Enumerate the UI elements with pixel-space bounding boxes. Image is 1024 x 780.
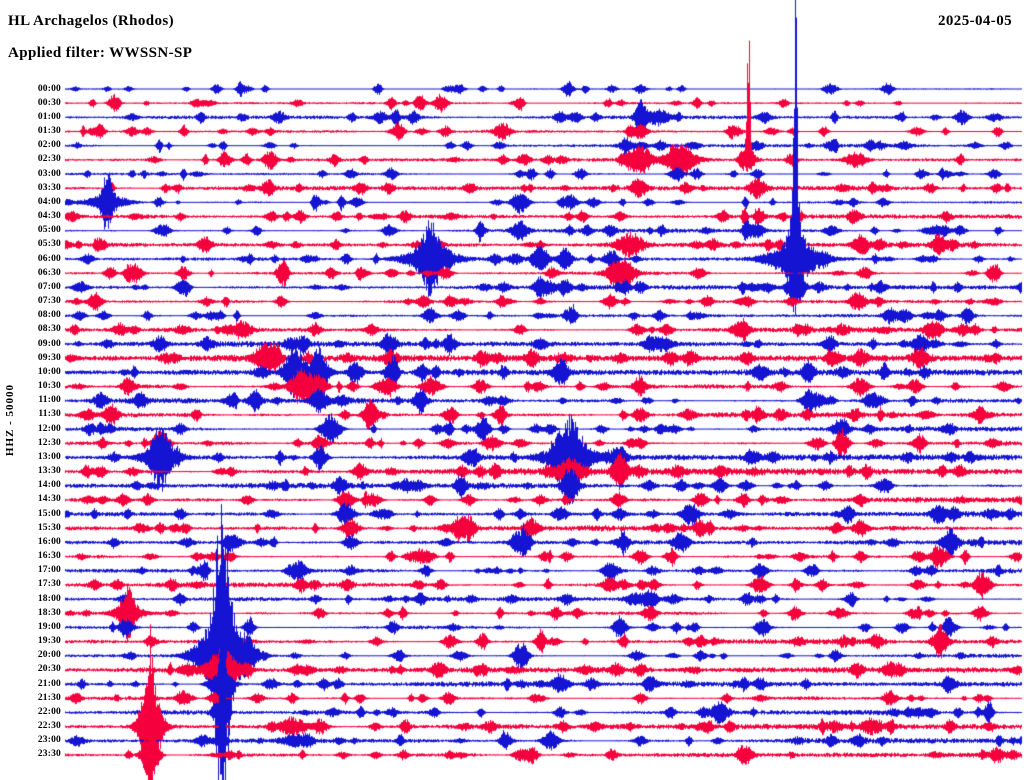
time-label: 01:30 bbox=[37, 126, 61, 136]
time-label: 13:00 bbox=[37, 451, 61, 462]
time-label: 16:30 bbox=[37, 551, 61, 562]
time-label: 11:30 bbox=[38, 409, 61, 420]
time-label: 21:30 bbox=[37, 692, 61, 703]
time-label: 18:30 bbox=[37, 607, 61, 618]
time-label: 05:00 bbox=[37, 225, 61, 236]
time-label: 01:00 bbox=[37, 111, 61, 122]
time-label: 00:00 bbox=[37, 83, 61, 94]
time-label: 19:00 bbox=[37, 621, 61, 632]
time-label: 10:00 bbox=[37, 366, 61, 377]
time-label: 15:30 bbox=[37, 522, 61, 533]
time-label: 10:30 bbox=[37, 381, 61, 392]
date-label: 2025-04-05 bbox=[938, 13, 1012, 29]
time-label: 03:30 bbox=[37, 182, 61, 193]
time-label: 17:00 bbox=[37, 565, 61, 576]
time-label: 02:30 bbox=[37, 154, 61, 165]
time-label: 23:30 bbox=[37, 749, 61, 760]
time-label: 16:00 bbox=[37, 536, 61, 547]
time-label: 14:30 bbox=[37, 494, 61, 505]
time-label: 22:00 bbox=[37, 706, 61, 717]
time-label: 02:00 bbox=[37, 140, 61, 151]
time-label: 20:00 bbox=[37, 650, 61, 661]
time-label: 12:30 bbox=[37, 437, 61, 448]
time-label: 23:00 bbox=[37, 735, 61, 746]
time-label: 06:30 bbox=[37, 267, 61, 278]
time-label: 12:00 bbox=[37, 423, 61, 434]
station-title: HL Archagelos (Rhodos) bbox=[8, 13, 175, 29]
time-label: 21:00 bbox=[37, 678, 61, 689]
time-label: 00:30 bbox=[37, 97, 61, 108]
time-label: 19:30 bbox=[37, 636, 61, 647]
time-label: 18:00 bbox=[37, 593, 61, 604]
time-label: 04:00 bbox=[37, 196, 61, 207]
time-label: 22:30 bbox=[37, 721, 61, 732]
time-label: 09:30 bbox=[37, 352, 61, 363]
time-label: 15:00 bbox=[37, 508, 61, 519]
time-label: 07:00 bbox=[37, 281, 61, 292]
filter-label: Applied filter: WWSSN-SP bbox=[8, 45, 193, 61]
time-label: 05:30 bbox=[37, 239, 61, 250]
time-label: 09:00 bbox=[37, 338, 61, 349]
time-label: 11:00 bbox=[38, 395, 61, 406]
time-label: 08:30 bbox=[37, 324, 61, 335]
time-label: 20:30 bbox=[37, 664, 61, 675]
time-label: 08:00 bbox=[37, 310, 61, 321]
time-label: 06:00 bbox=[37, 253, 61, 264]
time-label: 17:30 bbox=[37, 579, 61, 590]
time-label: 13:30 bbox=[37, 466, 61, 477]
time-label: 07:30 bbox=[37, 296, 61, 307]
time-label: 03:00 bbox=[37, 168, 61, 179]
time-label: 14:00 bbox=[37, 480, 61, 491]
time-label: 04:30 bbox=[37, 211, 61, 222]
